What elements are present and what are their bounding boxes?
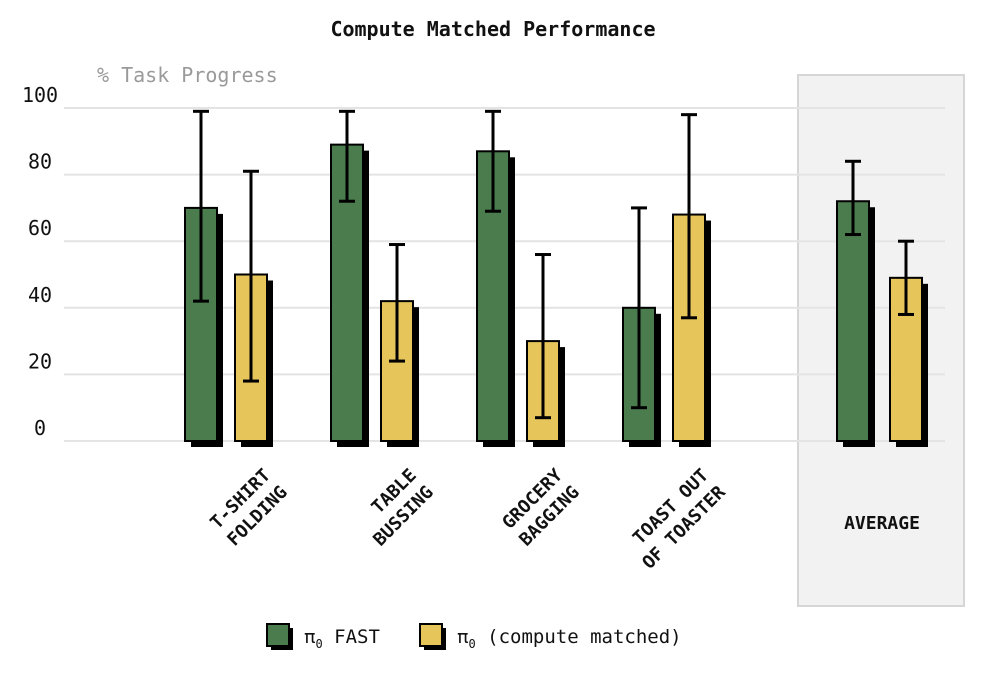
average-panel	[797, 74, 965, 607]
y-tick-label: 100	[22, 83, 58, 107]
average-label: AVERAGE	[844, 513, 920, 534]
bars	[184, 143, 928, 448]
legend-label-fast: π0 FAST	[304, 626, 380, 651]
y-tick-label: 20	[28, 349, 52, 373]
y-tick-label: 0	[34, 416, 46, 440]
legend-label-fast-sub: 0	[315, 637, 322, 651]
error-bars	[193, 109, 914, 420]
y-axis-label: % Task Progress	[97, 63, 278, 87]
legend-item-fast: π0 FAST	[266, 623, 380, 651]
legend-label-cm-suffix: (compute matched)	[476, 626, 682, 648]
legend-label-fast-name: π	[304, 626, 315, 648]
y-tick-label: 40	[28, 283, 52, 307]
y-tick-label: 60	[28, 216, 52, 240]
legend-label-cm-name: π	[457, 626, 468, 648]
legend-label-compute-matched: π0 (compute matched)	[457, 626, 682, 651]
chart-title: Compute Matched Performance	[330, 17, 655, 41]
average-bar-series0	[836, 200, 870, 442]
legend-item-compute-matched: π0 (compute matched)	[419, 623, 682, 651]
legend-label-cm-sub: 0	[468, 637, 475, 651]
legend-swatch-fast	[266, 623, 290, 647]
y-tick-label: 80	[28, 150, 52, 174]
legend: π0 FAST π0 (compute matched)	[266, 623, 682, 651]
y-tick-labels: 0 20 40 60 80 100	[22, 83, 58, 440]
legend-label-fast-suffix: FAST	[323, 626, 380, 648]
legend-swatch-compute-matched	[419, 623, 443, 647]
